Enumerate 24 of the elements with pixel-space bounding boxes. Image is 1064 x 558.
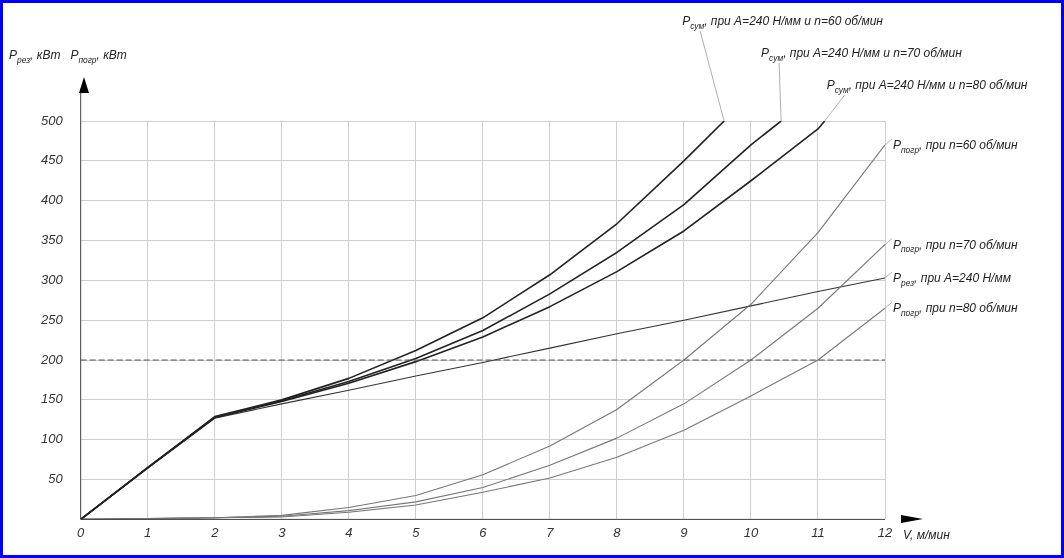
x-tick-label: 1 xyxy=(144,524,152,540)
y-tick-label: 250 xyxy=(39,311,64,327)
x-tick-label: 12 xyxy=(877,524,893,540)
x-tick-label: 8 xyxy=(613,524,622,540)
x-tick-label: 11 xyxy=(811,524,825,540)
x-tick-label: 6 xyxy=(479,524,488,540)
y-tick-label: 50 xyxy=(48,471,64,487)
x-axis-title: V, м/мин xyxy=(903,528,951,543)
y-tick-label: 450 xyxy=(40,152,64,168)
x-tick-label: 0 xyxy=(77,524,86,540)
y-tick-label: 350 xyxy=(40,232,64,248)
y-tick-label: 300 xyxy=(40,271,64,287)
y-tick-label: 200 xyxy=(39,351,64,367)
y-tick-label: 500 xyxy=(40,112,64,128)
x-tick-label: 2 xyxy=(210,524,220,540)
y-tick-label: 100 xyxy=(40,431,64,447)
y-tick-label: 150 xyxy=(40,391,64,407)
x-tick-label: 3 xyxy=(278,524,287,540)
y-tick-label: 400 xyxy=(40,192,64,208)
x-tick-label: 9 xyxy=(680,524,688,540)
x-tick-label: 4 xyxy=(345,524,353,540)
x-tick-label: 7 xyxy=(546,524,555,540)
x-tick-label: 10 xyxy=(743,524,759,540)
x-tick-label: 5 xyxy=(412,524,421,540)
